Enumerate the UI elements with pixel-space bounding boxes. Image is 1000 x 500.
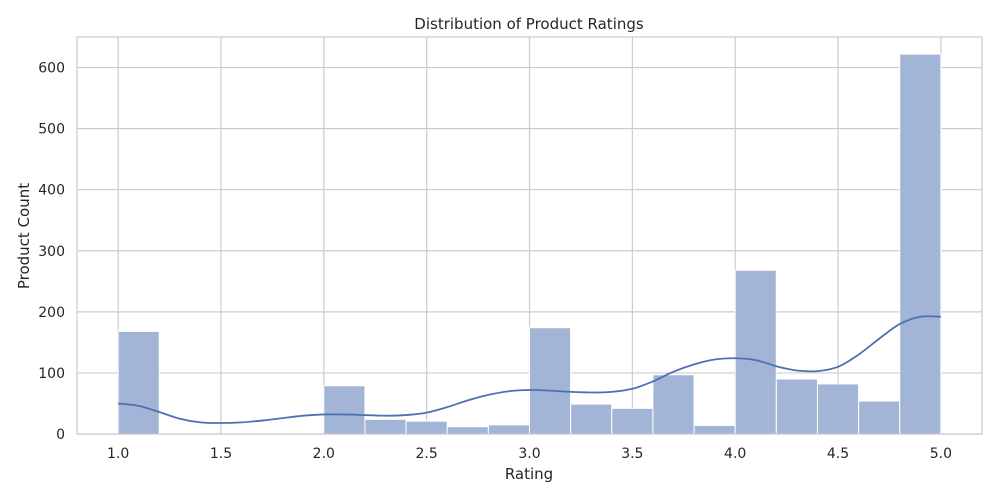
kde-curve <box>118 315 941 424</box>
histogram-bar <box>364 418 407 435</box>
histogram-bar <box>117 330 160 435</box>
x-tick-labels: 1.0 1.5 2.0 2.5 3.0 3.5 4.0 4.5 5.0 <box>107 446 952 462</box>
kde-curve-group <box>118 315 941 424</box>
y-tick-label: 500 <box>38 122 65 138</box>
histogram-bar <box>899 53 942 435</box>
y-tick-label: 300 <box>38 244 65 260</box>
histogram-bar <box>858 400 901 435</box>
histogram-bar <box>693 424 736 435</box>
y-tick-label: 600 <box>38 61 65 77</box>
y-tick-label: 200 <box>38 305 65 321</box>
histogram-bar <box>446 426 489 435</box>
x-tick-label: 2.5 <box>416 446 438 462</box>
histogram-bar <box>611 407 654 435</box>
histogram-bar <box>323 385 366 435</box>
x-axis-title: Rating <box>505 465 553 483</box>
x-tick-label: 1.5 <box>210 446 232 462</box>
histogram-bar <box>816 383 860 435</box>
y-tick-label: 100 <box>38 366 65 382</box>
x-tick-label: 5.0 <box>930 446 952 462</box>
y-tick-labels: 0 100 200 300 400 500 600 <box>38 61 65 443</box>
plot-frame <box>76 36 983 435</box>
histogram-bar <box>529 327 572 435</box>
y-tick-label: 400 <box>38 183 65 199</box>
plot-border <box>76 36 983 435</box>
y-axis-title: Product Count <box>15 183 33 289</box>
x-tick-label: 4.5 <box>827 446 849 462</box>
chart-title: Distribution of Product Ratings <box>414 15 644 33</box>
y-tick-label: 0 <box>56 427 65 443</box>
histogram-bar <box>487 424 531 435</box>
histogram-bar <box>734 269 777 435</box>
histogram-bar <box>652 374 695 435</box>
x-tick-label: 2.0 <box>313 446 335 462</box>
histogram-bar <box>570 403 613 435</box>
x-tick-label: 3.0 <box>518 446 540 462</box>
histogram-bar <box>775 378 818 435</box>
x-tick-label: 3.5 <box>621 446 643 462</box>
x-tick-label: 1.0 <box>107 446 129 462</box>
histogram-bar <box>405 420 448 435</box>
x-tick-label: 4.0 <box>724 446 746 462</box>
